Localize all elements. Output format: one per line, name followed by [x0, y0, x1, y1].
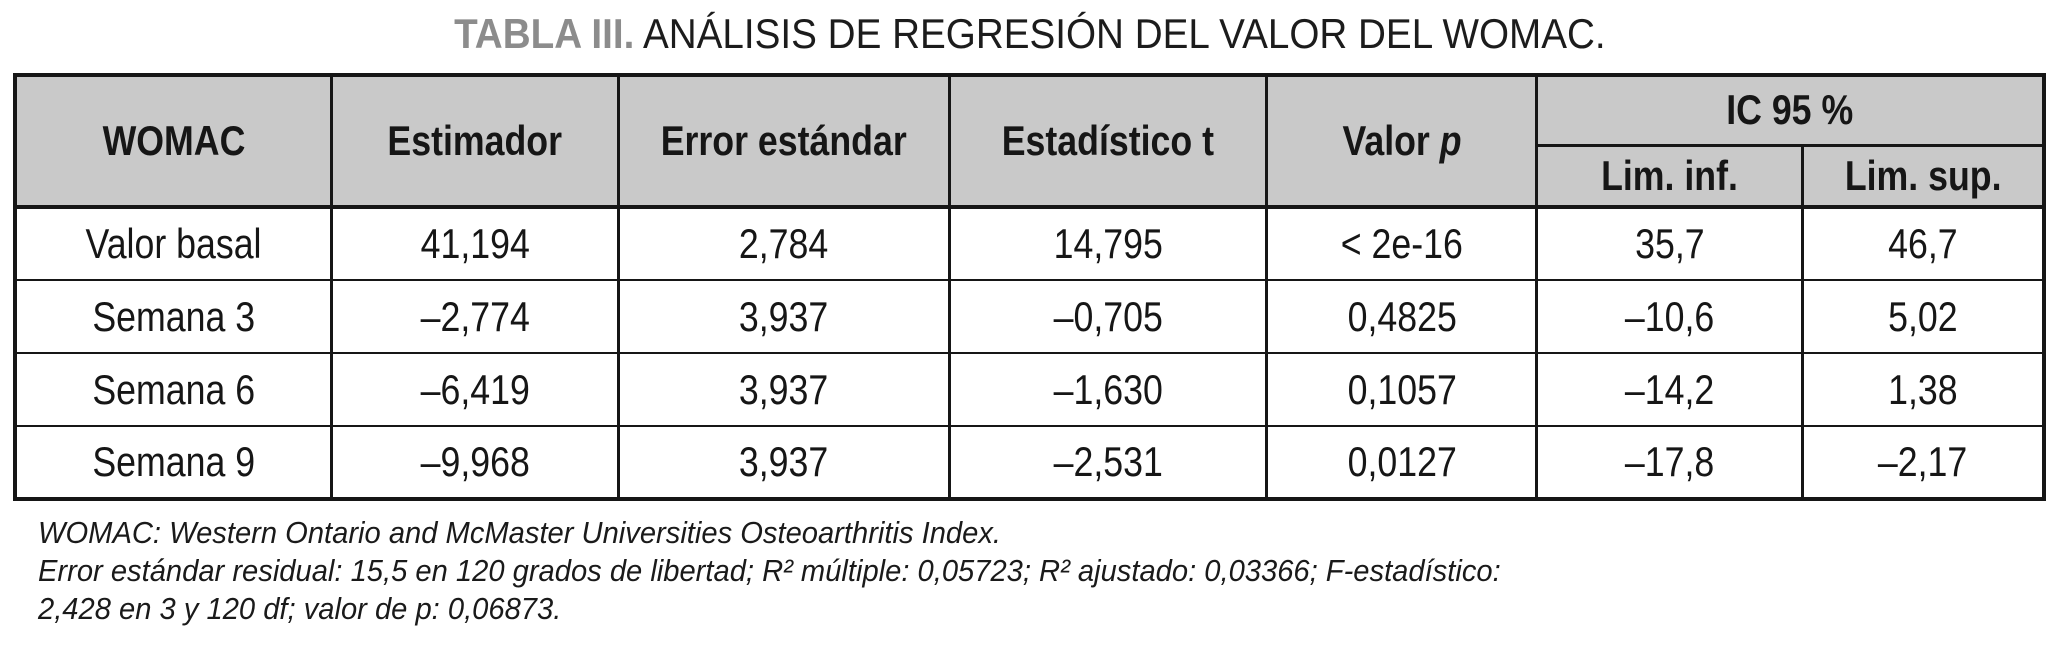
cell-name: Semana 6 [13, 352, 334, 427]
cell-t: –0,705 [947, 279, 1269, 354]
cell-estimador: –2,774 [330, 279, 621, 354]
col-header-lim-inf: Lim. inf. [1535, 143, 1804, 209]
footnote-womac-definition: WOMAC: Western Ontario and McMaster Univ… [38, 515, 1001, 550]
col-header-valor-p: Valor p [1265, 73, 1539, 209]
table-number-label: TABLA III. [453, 10, 635, 57]
cell-t: –1,630 [947, 352, 1269, 427]
page-title: TABLA III. ANÁLISIS DE REGRESIÓN DEL VAL… [0, 9, 2059, 59]
cell-p: 0,4825 [1265, 279, 1539, 354]
col-header-lim-sup: Lim. sup. [1801, 143, 2046, 209]
cell-name: Semana 3 [13, 279, 334, 354]
cell-lim-sup: 5,02 [1801, 279, 2046, 354]
cell-error: 3,937 [617, 352, 951, 427]
cell-lim-sup: 1,38 [1801, 352, 2046, 427]
cell-error: 3,937 [617, 279, 951, 354]
footnote-residual-stats-line-1: Error estándar residual: 15,5 en 120 gra… [38, 553, 1501, 588]
cell-p: 0,1057 [1265, 352, 1539, 427]
col-header-ic95: IC 95 % [1535, 73, 2046, 146]
cell-p: < 2e-16 [1265, 206, 1539, 281]
regression-table: WOMAC Estimador Error estándar Estadísti… [13, 73, 2046, 501]
col-header-estadistico-t: Estadístico t [947, 73, 1269, 209]
cell-name: Semana 9 [13, 425, 334, 500]
cell-lim-inf: –10,6 [1535, 279, 1804, 354]
cell-estimador: 41,194 [330, 206, 621, 281]
cell-name: Valor basal [13, 206, 334, 281]
table-title-text: ANÁLISIS DE REGRESIÓN DEL VALOR DEL WOMA… [642, 10, 1606, 57]
table-row-semana-3: Semana 3 –2,774 3,937 –0,705 0,4825 –10,… [13, 279, 2046, 354]
cell-estimador: –6,419 [330, 352, 621, 427]
header-row-2: Lim. inf. Lim. sup. [15, 143, 2046, 209]
cell-lim-inf: 35,7 [1535, 206, 1804, 281]
header-row-1: WOMAC Estimador Error estándar Estadísti… [13, 73, 2046, 209]
col-header-error-estandar: Error estándar [617, 73, 951, 209]
table-header: WOMAC Estimador Error estándar Estadísti… [13, 73, 2046, 209]
page: TABLA III. ANÁLISIS DE REGRESIÓN DEL VAL… [0, 9, 2059, 649]
cell-estimador: –9,968 [330, 425, 621, 500]
cell-lim-sup: –2,17 [1801, 425, 2046, 500]
cell-error: 3,937 [617, 425, 951, 500]
footnote-residual-stats-line-2: 2,428 en 3 y 120 df; valor de p: 0,06873… [38, 591, 562, 626]
col-header-womac: WOMAC [13, 73, 334, 209]
table-row-semana-6: Semana 6 –6,419 3,937 –1,630 0,1057 –14,… [13, 352, 2046, 427]
table-row-semana-9: Semana 9 –9,968 3,937 –2,531 0,0127 –17,… [13, 425, 2046, 500]
valor-p-italic: p [1439, 117, 1462, 164]
table-body: Valor basal 41,194 2,784 14,795 < 2e-16 … [13, 206, 2046, 500]
cell-t: 14,795 [947, 206, 1269, 281]
table-row-valor-basal: Valor basal 41,194 2,784 14,795 < 2e-16 … [13, 206, 2046, 281]
cell-error: 2,784 [617, 206, 951, 281]
footnotes: WOMAC: Western Ontario and McMaster Univ… [38, 514, 2039, 628]
cell-p: 0,0127 [1265, 425, 1539, 500]
cell-lim-sup: 46,7 [1801, 206, 2046, 281]
cell-t: –2,531 [947, 425, 1269, 500]
cell-lim-inf: –17,8 [1535, 425, 1804, 500]
cell-lim-inf: –14,2 [1535, 352, 1804, 427]
col-header-estimador: Estimador [330, 73, 621, 209]
valor-p-prefix: Valor [1342, 117, 1430, 164]
